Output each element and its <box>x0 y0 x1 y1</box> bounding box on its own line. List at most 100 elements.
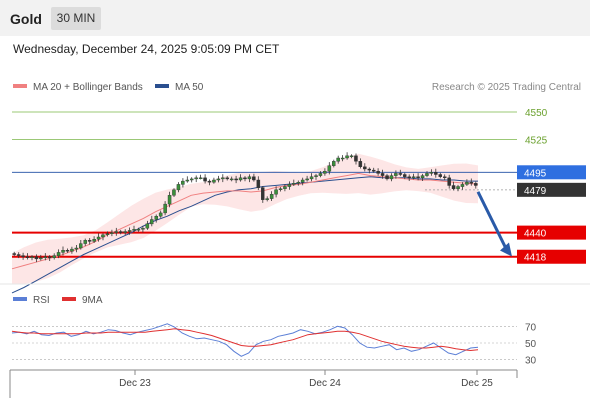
support-price-box-4440 <box>517 225 586 240</box>
candle-body <box>336 157 340 162</box>
candle-body <box>309 176 314 180</box>
candle-body <box>385 175 389 180</box>
candle-body <box>92 238 96 242</box>
candle-body <box>456 186 460 189</box>
candle-body <box>465 181 469 185</box>
candle-body <box>123 231 127 233</box>
candle-body <box>12 253 16 255</box>
candle-body <box>474 183 478 186</box>
time-tick-label: Dec 24 <box>309 378 341 389</box>
candle-body <box>363 166 367 170</box>
rsi-ma-legend-label: 9MA <box>82 295 103 306</box>
candle-body <box>229 178 234 181</box>
candle-body <box>225 177 229 180</box>
candle-body <box>141 227 145 230</box>
ma20-legend-label: MA 20 + Bollinger Bands <box>33 82 143 93</box>
candle-body <box>443 176 447 178</box>
ma50-line <box>11 176 478 294</box>
candle-body <box>56 252 61 256</box>
candle-body <box>30 256 34 259</box>
candle-body <box>70 248 74 252</box>
candle-body <box>287 184 292 187</box>
rsi-tick-70: 70 <box>525 322 537 333</box>
candle-body <box>327 165 332 172</box>
candle-body <box>394 173 398 176</box>
candle-body <box>380 173 385 176</box>
candle-body <box>269 193 274 199</box>
candle-body <box>74 247 79 250</box>
candle-body <box>434 172 438 175</box>
candle-body <box>376 170 380 174</box>
candle-body <box>314 175 318 177</box>
candle-body <box>96 236 101 240</box>
candle-body <box>167 195 172 205</box>
candle-body <box>207 180 212 183</box>
candle-body <box>372 169 376 172</box>
candle-body <box>305 178 309 181</box>
time-tick-label: Dec 25 <box>461 378 493 389</box>
forecast-arrow-head <box>500 242 512 257</box>
rsi-legend-label: RSI <box>33 295 50 306</box>
candle-body <box>389 175 394 180</box>
pivot-price-box <box>517 165 586 180</box>
candle-body <box>118 231 123 233</box>
candle-body <box>238 177 243 181</box>
candle-body <box>256 179 261 188</box>
level-label-4525: 4525 <box>525 135 548 146</box>
candle-body <box>398 173 403 175</box>
rsi-ma-legend-swatch <box>62 297 76 301</box>
candle-body <box>354 155 358 162</box>
candle-body <box>21 255 25 257</box>
current-price-box <box>517 182 586 197</box>
level-label-4479: 4479 <box>524 186 547 197</box>
candle-body <box>469 181 474 184</box>
candle-body <box>52 255 56 259</box>
candle-body <box>25 256 30 259</box>
support-price-box-4418 <box>517 249 586 264</box>
level-label-4440: 4440 <box>524 229 547 240</box>
credit-text: Research © 2025 Trading Central <box>432 82 581 93</box>
rsi-plot: 70 50 30 <box>11 322 537 367</box>
bollinger-band <box>12 153 478 285</box>
candle-body <box>87 240 92 242</box>
candle-body <box>411 176 416 178</box>
candle-body <box>460 184 465 187</box>
candle-body <box>243 177 247 180</box>
candle-body <box>158 212 163 217</box>
candle-body <box>212 179 216 183</box>
candle-body <box>43 256 48 259</box>
timeframe-button[interactable]: 30 MIN <box>51 7 101 30</box>
candle-body <box>149 219 154 225</box>
instrument-title: Gold <box>10 11 42 27</box>
candle-body <box>48 256 52 259</box>
rsi-line <box>11 323 479 357</box>
ma20-legend-swatch <box>13 84 27 88</box>
candle-body <box>420 175 425 179</box>
rsi-tick-50: 50 <box>525 339 537 350</box>
candle-body <box>429 172 434 174</box>
candle-body <box>345 155 349 159</box>
candle-body <box>110 232 114 234</box>
candle-body <box>172 189 176 196</box>
candle-body <box>65 249 70 252</box>
candle-body <box>194 177 198 180</box>
candle-body <box>416 176 420 178</box>
candle-body <box>221 177 225 180</box>
candle-body <box>136 229 141 231</box>
candle-body <box>189 178 194 181</box>
level-label-4418: 4418 <box>524 253 547 264</box>
candle-body <box>247 176 252 180</box>
candle-body <box>16 254 21 256</box>
candle-body <box>198 177 203 180</box>
level-label-4550: 4550 <box>525 108 548 119</box>
candle-body <box>261 187 265 200</box>
candle-body <box>407 176 412 178</box>
main-plot: 4550 4525 4495 4479 4440 4418 <box>11 108 586 294</box>
candle-body <box>181 180 185 185</box>
rsi-legend-swatch <box>13 297 27 301</box>
candle-body <box>163 203 167 214</box>
time-tick-label: Dec 23 <box>119 378 151 389</box>
candle-body <box>39 257 43 260</box>
